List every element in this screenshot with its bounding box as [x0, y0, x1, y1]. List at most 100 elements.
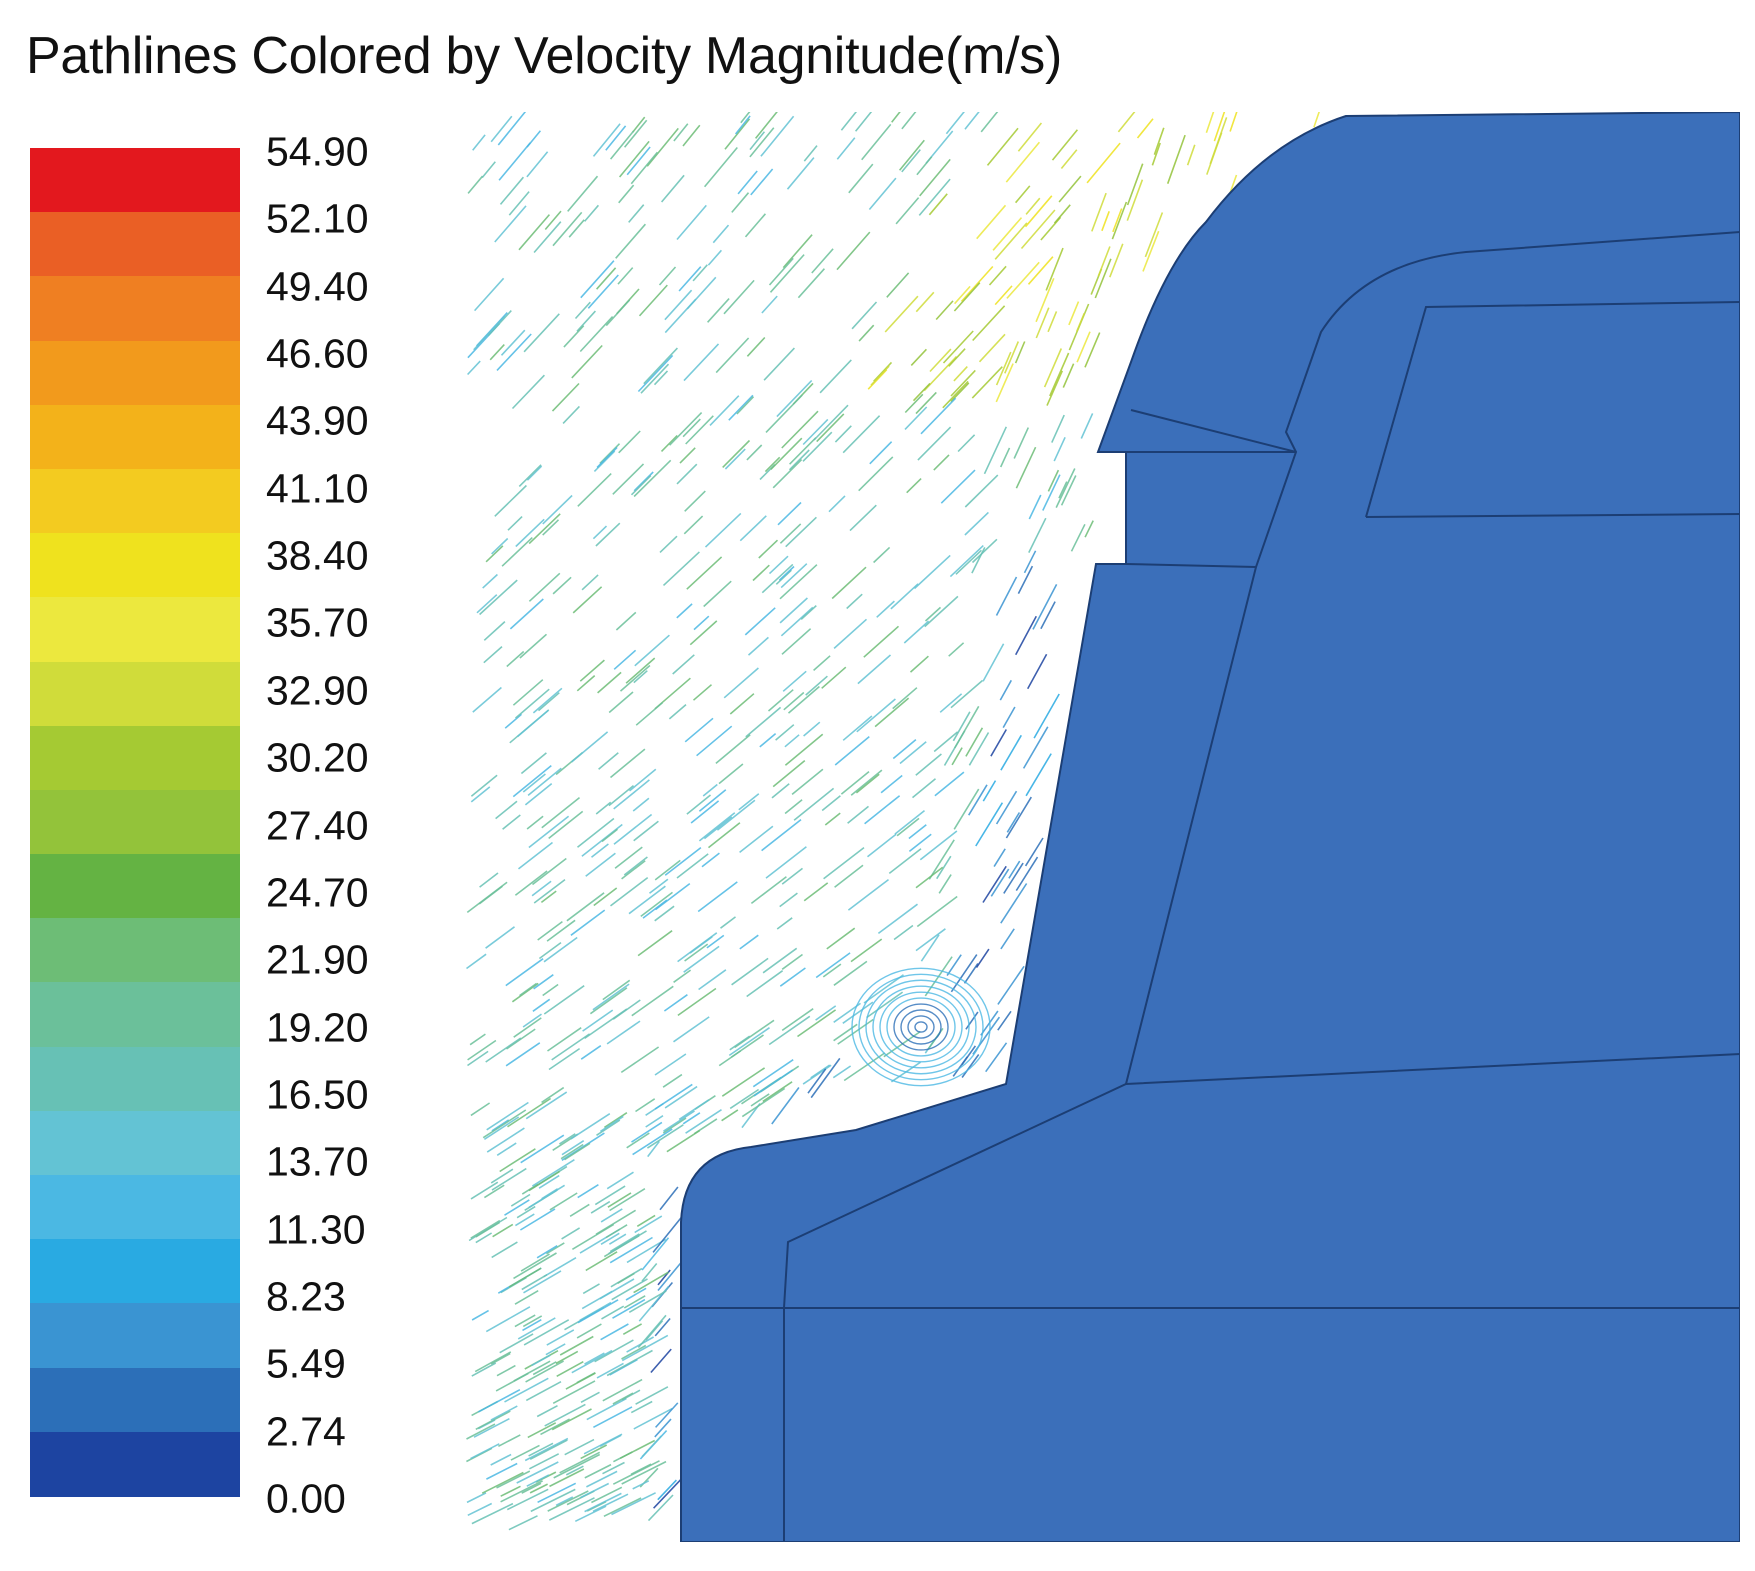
pathline-segment	[824, 812, 841, 826]
pathline-segment	[485, 926, 515, 949]
pathline-segment	[494, 205, 527, 243]
colorbar-label: 54.90	[266, 128, 369, 175]
geometry-edges	[681, 231, 1740, 1542]
pathline-segment	[664, 846, 702, 876]
pathline-segment	[728, 1027, 770, 1057]
pathline-segment	[556, 1360, 584, 1378]
pathline-segment	[1047, 311, 1058, 333]
pathline-segment	[576, 674, 596, 692]
colorbar-label: 43.90	[266, 397, 369, 444]
pathline-segment	[703, 580, 732, 608]
pathline-segment	[654, 859, 681, 881]
pathline-segment	[965, 1011, 979, 1030]
pathline-segment	[622, 1323, 642, 1335]
pathline-segment	[582, 1283, 600, 1295]
pathline-segment	[955, 549, 982, 575]
pathline-segment	[683, 343, 720, 382]
pathline-segment	[559, 1335, 594, 1356]
pathline-segment	[737, 170, 758, 195]
pathline-segment	[823, 846, 865, 880]
pathline-segment	[602, 1378, 643, 1402]
pathline-segment	[606, 1020, 641, 1045]
pathline-segment	[899, 741, 927, 765]
pathline-segment	[1076, 331, 1091, 363]
pathline-segment	[677, 987, 717, 1017]
pathline-segment	[1206, 132, 1223, 175]
pathline-segment	[602, 979, 631, 1001]
colorbar-label: 35.70	[266, 599, 369, 646]
colorbar-label: 46.60	[266, 330, 369, 377]
colorbar-label: 13.70	[266, 1138, 369, 1185]
pathline-segment	[577, 1184, 599, 1199]
pathline-segment	[553, 1453, 601, 1479]
pathline-segment	[821, 666, 847, 689]
pathline-segment	[470, 1219, 501, 1239]
pathline-segment	[1017, 122, 1043, 152]
pathline-segment	[729, 1088, 760, 1110]
pathline-segment	[909, 655, 929, 673]
pathline-segment	[850, 938, 883, 963]
pathline-segment	[521, 1274, 548, 1291]
pathline-segment	[522, 1315, 543, 1328]
pathline-segment	[632, 116, 646, 133]
pathline-segment	[613, 649, 637, 670]
pathline-segment	[997, 1010, 1012, 1031]
pathline-segment	[1027, 256, 1054, 285]
colorbar-band	[30, 661, 240, 727]
pathline-segment	[600, 1208, 623, 1223]
pathline-segment	[658, 266, 677, 286]
pathline-segment	[957, 434, 976, 453]
colorbar-label: 49.40	[266, 263, 369, 310]
pathline-segment	[581, 574, 599, 591]
pathline-segment	[787, 685, 820, 714]
pathline-segment	[576, 310, 596, 332]
pathline-segment	[664, 289, 693, 321]
pathline-segment	[1000, 734, 1022, 771]
pathline-segment	[676, 463, 698, 485]
pathline-segment	[789, 437, 817, 465]
pathline-segment	[626, 1238, 667, 1264]
pathline-segment	[565, 1465, 584, 1476]
pathline-segment	[523, 1319, 570, 1346]
pathline-segment	[515, 518, 545, 548]
pathline-segment	[596, 1119, 621, 1136]
pathline-segment	[666, 1129, 701, 1153]
colorbar-band	[30, 854, 240, 920]
pathline-segment	[703, 816, 733, 840]
pathline-segment	[608, 784, 635, 807]
pathline-segment	[570, 1113, 611, 1140]
pathline-segment	[497, 112, 527, 146]
colorbar-label: 11.30	[266, 1206, 366, 1253]
pathline-segment	[519, 1208, 556, 1231]
pathline-segment	[548, 810, 584, 840]
pathline-segment	[529, 1439, 568, 1461]
pathline-segment	[609, 748, 646, 779]
pathline-segment	[915, 928, 946, 952]
pathline-plot	[466, 112, 1740, 1542]
pathline-segment	[837, 1018, 874, 1045]
pathline-segment	[836, 137, 856, 160]
colorbar-band	[30, 982, 240, 1048]
pathline-segment	[946, 954, 962, 977]
pathline-segment	[635, 1098, 656, 1113]
pathline-segment	[775, 724, 795, 741]
pathline-segment	[693, 615, 710, 631]
pathline-segment	[776, 379, 813, 418]
pathline-segment	[611, 1492, 656, 1516]
colorbar-band	[30, 212, 240, 278]
pathline-segment	[577, 1299, 619, 1324]
pathline-segment	[1033, 693, 1060, 739]
pathline-segment	[526, 130, 542, 148]
pathline-segment	[467, 175, 484, 194]
pathline-segment	[765, 846, 807, 879]
pathline-segment	[994, 222, 1028, 260]
colorbar-band	[30, 404, 240, 470]
pathline-segment	[602, 1461, 625, 1475]
pathline-segment	[715, 734, 751, 765]
pathline-segment	[551, 1033, 591, 1061]
pathline-segment	[517, 1317, 556, 1340]
pathline-segment	[514, 1290, 539, 1305]
pathline-segment	[490, 115, 513, 143]
pathline-segment	[641, 1237, 670, 1271]
pathline-segment	[894, 809, 925, 835]
